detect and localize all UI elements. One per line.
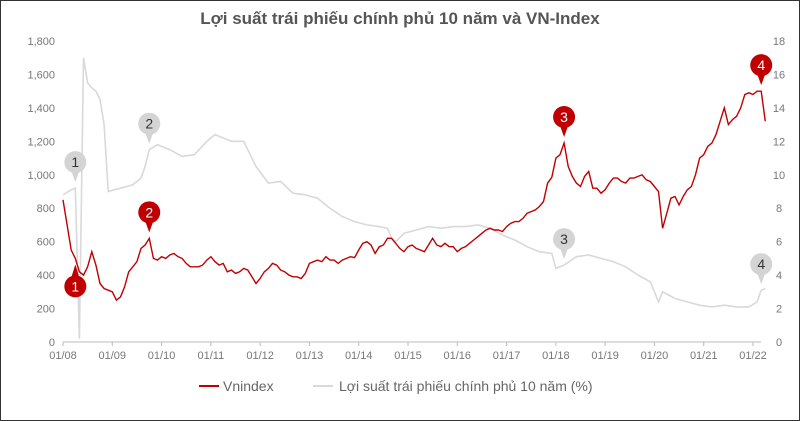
annotation-pin-pointer [560,126,569,138]
annotation-pin-pointer [145,132,154,144]
annotation-pin-pointer [757,273,766,285]
y-left-tick-label: 200 [37,304,55,316]
y-left-tick-label: 1,800 [27,36,55,48]
annotation-label: 3 [560,231,568,247]
x-tick-label: 01/22 [739,350,767,362]
x-tick-label: 01/12 [246,350,274,362]
y-left-tick-label: 400 [37,270,55,282]
y-left-tick-label: 1,000 [27,170,55,182]
y-right-tick-label: 8 [776,203,782,215]
series-line-bond-yield [62,57,766,339]
annotation-pin-pointer [71,264,80,278]
annotation-pin-bond-4 [750,253,773,276]
annotation-pin-vnindex-2 [138,201,161,224]
y-right-tick-label: 0 [776,337,782,349]
y-left-tick-label: 1,400 [27,103,55,115]
x-tick-label: 01/09 [99,350,127,362]
annotation-label: 1 [71,278,79,294]
annotation-label: 4 [757,57,765,73]
annotation-pin-pointer [560,248,569,260]
y-right-tick-label: 16 [773,69,785,81]
annotation-pin-vnindex-3 [553,106,576,129]
x-tick-label: 01/17 [493,350,521,362]
annotation-pin-bond-2 [138,112,161,135]
y-right-tick-label: 4 [776,270,782,282]
annotation-pin-bond-1 [64,151,87,174]
y-left-tick-label: 0 [49,337,55,349]
y-right-tick-label: 18 [773,36,785,48]
y-right-tick-label: 2 [776,304,782,316]
annotation-pin-pointer [145,221,154,233]
y-right-tick-label: 14 [773,103,785,115]
y-right-tick-label: 6 [776,237,782,249]
x-tick-label: 01/10 [148,350,176,362]
x-tick-label: 01/14 [345,350,373,362]
annotation-pin-bond-3 [553,228,576,251]
y-right-tick-label: 12 [773,136,785,148]
x-tick-label: 01/19 [591,350,619,362]
y-right-tick-label: 10 [773,170,785,182]
annotation-label: 4 [757,256,765,272]
y-left-tick-label: 600 [37,237,55,249]
annotation-pin-vnindex-4 [750,54,773,77]
annotation-pin-pointer [71,171,80,183]
chart-title: Lợi suất trái phiếu chính phủ 10 năm và … [200,9,600,28]
annotation-label: 2 [145,204,153,220]
annotation-pin-vnindex-1 [64,275,87,298]
annotation-label: 1 [71,154,79,170]
x-tick-label: 01/16 [444,350,472,362]
x-tick-label: 01/15 [394,350,422,362]
x-tick-label: 01/11 [197,350,224,362]
x-tick-label: 01/20 [641,350,669,362]
y-left-tick-label: 1,200 [27,136,55,148]
annotation-pin-pointer [757,74,766,86]
y-left-tick-label: 800 [37,203,55,215]
x-tick-label: 01/18 [542,350,570,362]
series-line-vnindex [62,90,766,302]
y-left-tick-label: 1,600 [27,69,55,81]
legend-label-bond-yield: Lợi suất trái phiếu chính phủ 10 năm (%) [339,378,593,394]
x-tick-label: 01/08 [49,350,77,362]
x-tick-label: 01/13 [296,350,324,362]
annotation-label: 2 [145,116,153,132]
x-tick-label: 01/21 [690,350,718,362]
annotation-label: 3 [560,109,568,125]
legend-label-vnindex: Vnindex [223,378,274,394]
